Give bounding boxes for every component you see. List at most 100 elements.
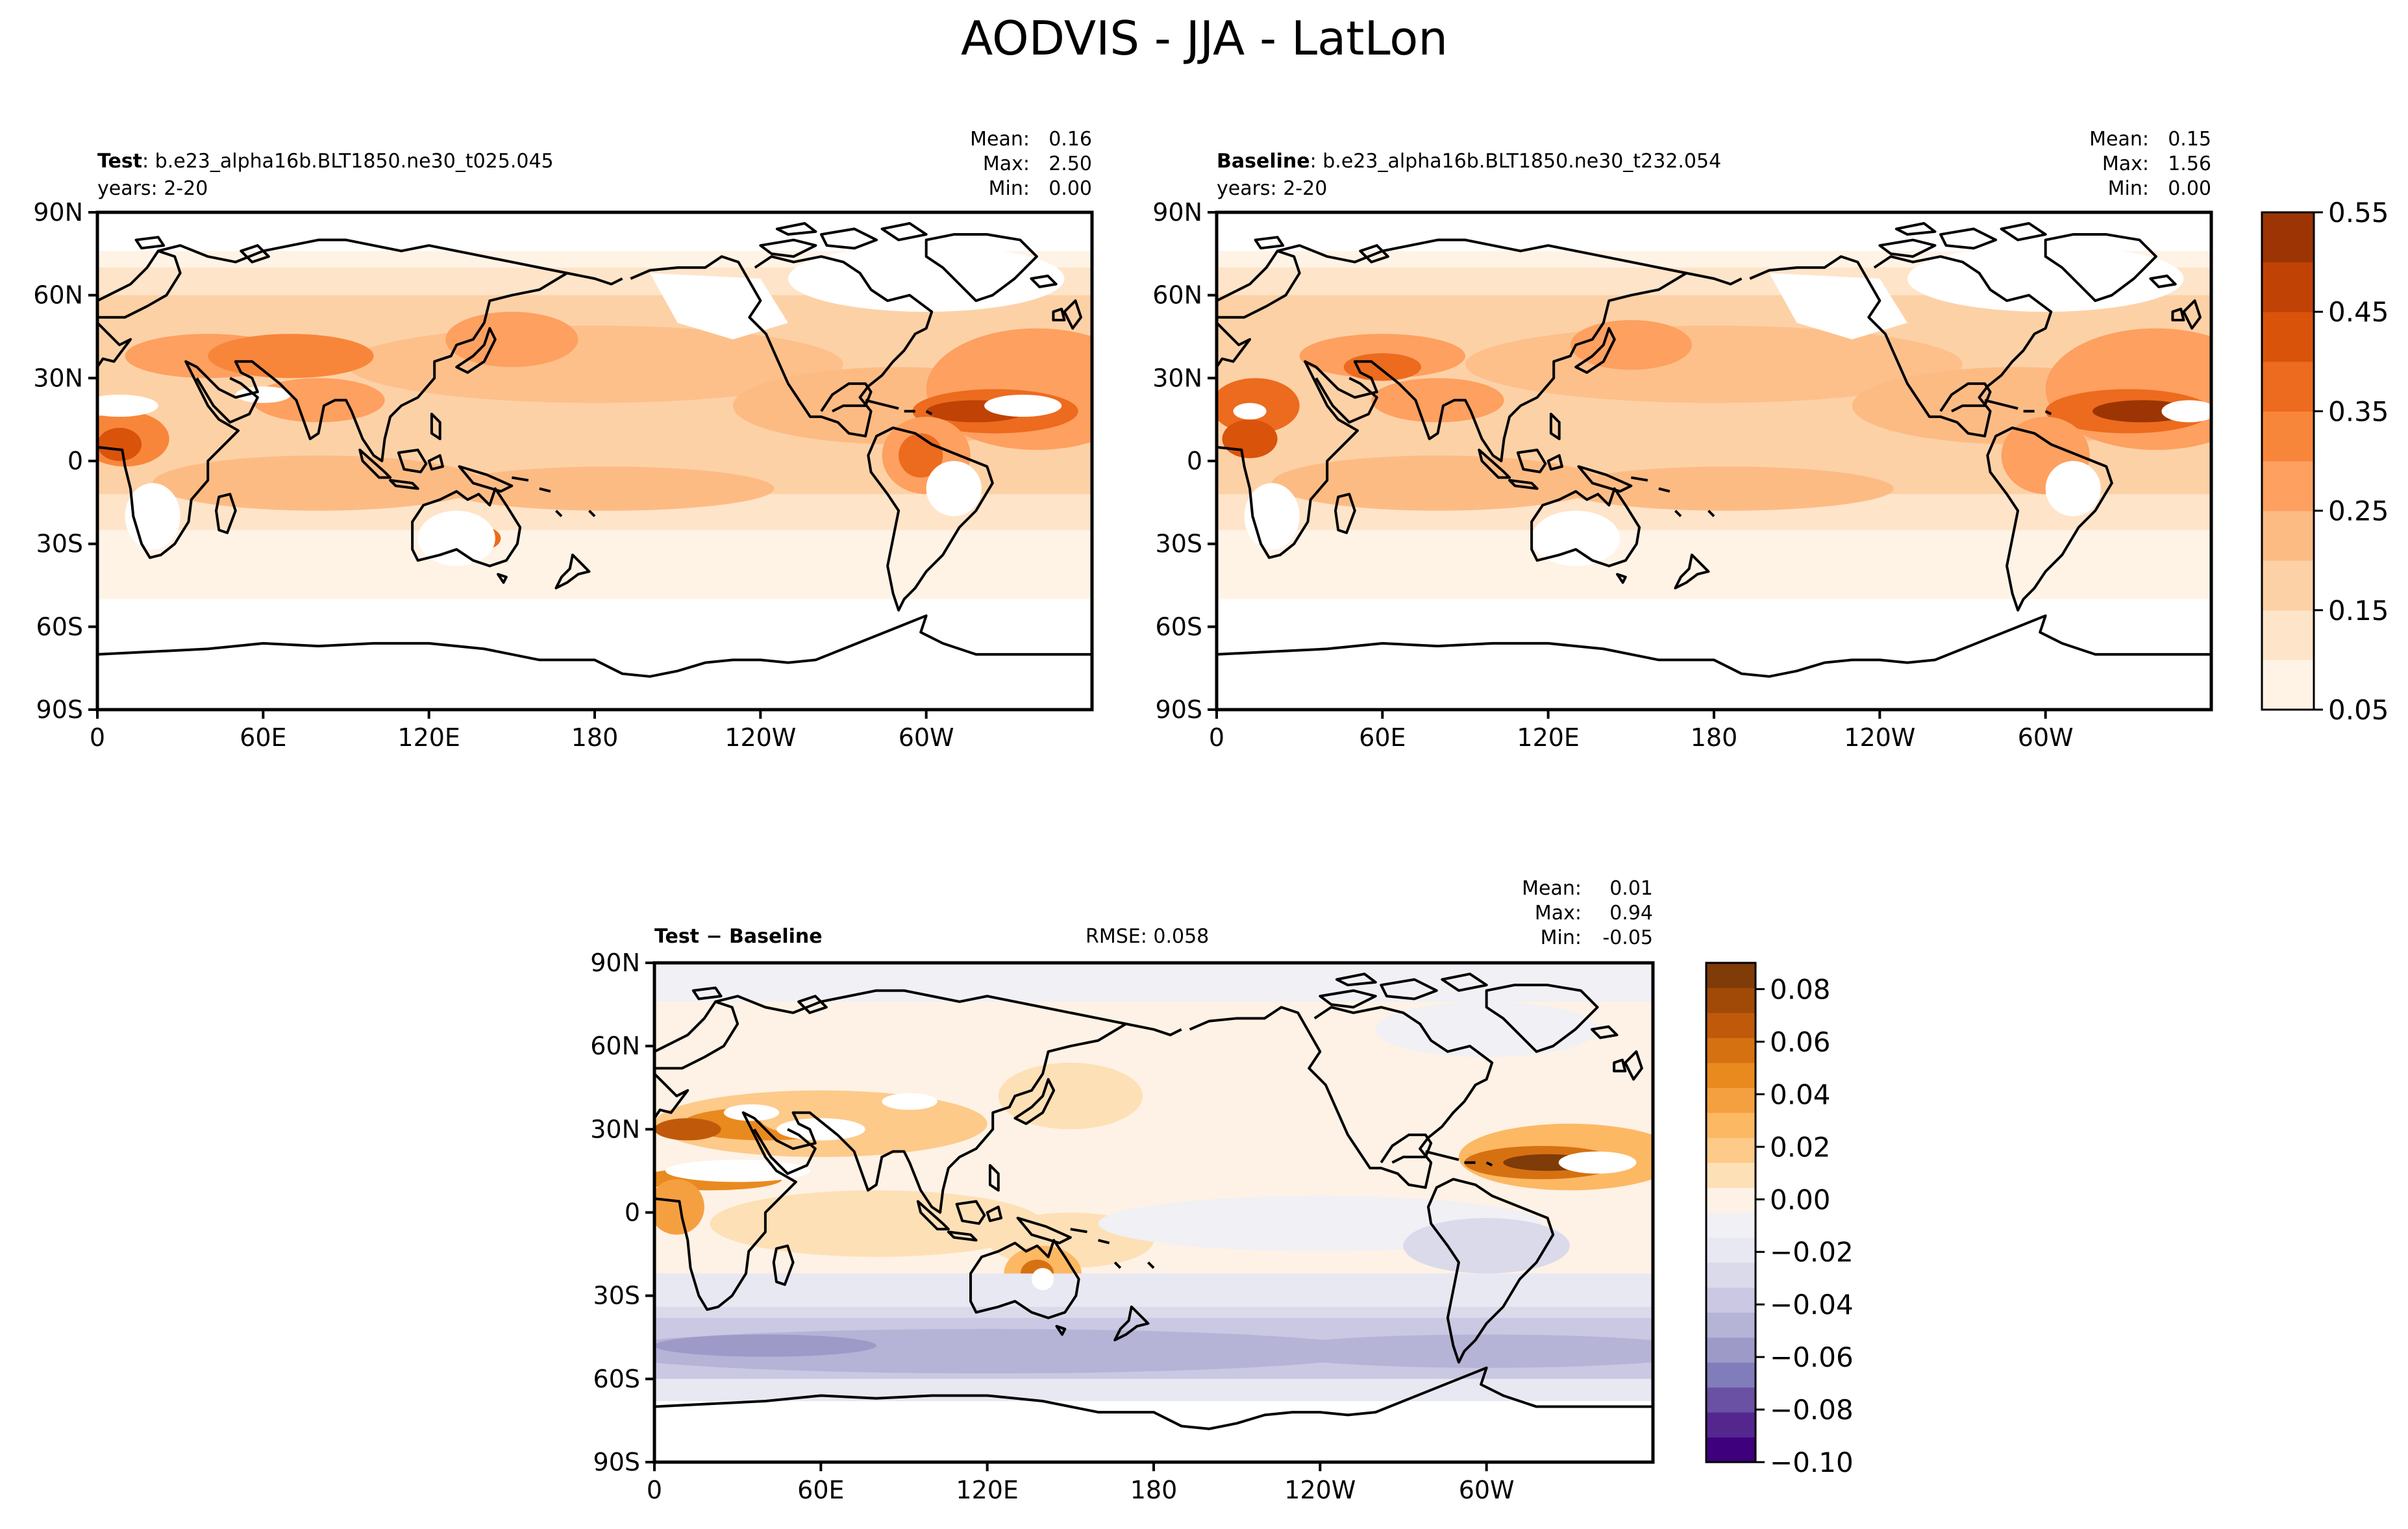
colorbar-diff-swatch [1706, 1187, 1756, 1213]
panel-baseline-label-bold: Baseline [1217, 150, 1310, 173]
colorbar-diff-swatch [1706, 1038, 1756, 1063]
colorbar-main-tick-label: 0.25 [2328, 495, 2389, 527]
x-tick-label: 180 [1691, 723, 1738, 752]
colorbar-diff-swatch [1706, 1412, 1756, 1438]
panel-test-stats: Mean: 0.16 Max: 2.50 Min: 0.00 [970, 128, 1092, 200]
x-tick-label: 60E [797, 1476, 844, 1504]
y-tick-label: 60N [33, 281, 83, 310]
map-diff-xticks: 0 60E 120E 180 120W 60W [647, 1462, 1515, 1504]
stat-mean-value: 0.15 [2168, 128, 2211, 151]
y-tick-label: 90S [1156, 695, 1202, 724]
colorbar-diff-tick-label: −0.10 [1770, 1447, 1854, 1478]
panel-test: Test: b.e23_alpha16b.BLT1850.ne30_t025.0… [33, 128, 1094, 752]
panel-baseline-years: years: 2-20 [1217, 177, 1327, 200]
colorbar-diff-swatch [1706, 1137, 1756, 1163]
stat-mean-label: Mean: [970, 128, 1030, 151]
x-tick-label: 60W [2018, 723, 2074, 752]
y-tick-label: 30N [1152, 364, 1202, 392]
map-test: 90N 60N 30N 0 30S 60S 90S 0 60E 120E 180 120W 60W [33, 198, 1094, 752]
stat-max-label: Max: [983, 153, 1030, 175]
stat-max-label: Max: [1535, 902, 1582, 925]
colorbar-diff-tick-label: 0.04 [1770, 1078, 1831, 1110]
x-tick-label: 120W [725, 723, 796, 752]
x-tick-label: 120E [956, 1476, 1019, 1504]
map-diff: 90N 60N 30N 0 30S 60S 90S 0 60E 120E 180 120W 60W [590, 949, 1655, 1504]
colorbar-diff-swatch [1706, 988, 1756, 1013]
y-tick-label: 60S [593, 1365, 640, 1393]
panel-baseline: Baseline: b.e23_alpha16b.BLT1850.ne30_t2… [1152, 128, 2213, 752]
x-tick-label: 180 [1130, 1476, 1178, 1504]
colorbar-main-swatch [2262, 262, 2314, 312]
x-tick-label: 0 [647, 1476, 662, 1504]
map-baseline: 90N 60N 30N 0 30S 60S 90S 0 60E 120E 180 120W 60W [1152, 198, 2213, 752]
colorbar-diff-tick-label: −0.02 [1770, 1236, 1854, 1268]
panel-baseline-label: Baseline: b.e23_alpha16b.BLT1850.ne30_t2… [1217, 150, 1721, 173]
x-tick-label: 180 [571, 723, 619, 752]
colorbar-main-tick-label: 0.05 [2328, 694, 2389, 726]
panel-test-label: Test: b.e23_alpha16b.BLT1850.ne30_t025.0… [97, 150, 554, 173]
stat-mean-label: Mean: [1522, 877, 1582, 900]
x-tick-label: 120E [1517, 723, 1580, 752]
panel-test-label-case: : b.e23_alpha16b.BLT1850.ne30_t025.045 [142, 150, 554, 173]
colorbar-diff-swatch [1706, 1312, 1756, 1338]
stat-mean-value: 0.16 [1049, 128, 1092, 151]
y-tick-label: 90N [590, 949, 640, 977]
map-baseline-xticks: 0 60E 120E 180 120W 60W [1209, 710, 2074, 752]
stat-min-value: 0.00 [2168, 177, 2211, 200]
y-tick-label: 0 [68, 447, 83, 475]
colorbar-diff-tick-label: 0.08 [1770, 973, 1831, 1005]
y-tick-label: 90S [593, 1448, 640, 1476]
x-tick-label: 60W [1459, 1476, 1515, 1504]
x-tick-label: 60E [240, 723, 286, 752]
stat-mean-value: 0.01 [1609, 877, 1653, 900]
y-tick-label: 30S [1156, 530, 1202, 558]
colorbar-diff-swatch [1706, 1262, 1756, 1288]
field-diff [654, 963, 1653, 1462]
y-tick-label: 90N [1152, 198, 1202, 227]
stat-max-value: 2.50 [1049, 153, 1092, 175]
map-baseline-yticks: 90N 60N 30N 0 30S 60S 90S [1152, 198, 1217, 724]
colorbar-main-swatch [2262, 361, 2314, 412]
y-tick-label: 60N [1152, 281, 1202, 310]
y-tick-label: 30N [590, 1115, 640, 1143]
colorbar-diff: 0.08 0.06 0.04 0.02 0.00 −0.02 −0.04 −0.06 −0.08… [1705, 962, 1854, 1478]
panel-diff: Test − Baseline RMSE: 0.058 Mean: 0.01 M… [590, 877, 1655, 1504]
colorbar-main-swatch [2262, 461, 2314, 512]
colorbar-diff-swatch [1706, 1237, 1756, 1263]
colorbar-main-tick-label: 0.15 [2328, 595, 2389, 627]
panel-test-label-bold: Test [97, 150, 142, 173]
stat-min-value: -0.05 [1602, 926, 1653, 949]
colorbar-main-tick-label: 0.55 [2328, 197, 2389, 229]
x-tick-label: 120W [1844, 723, 1915, 752]
stat-min-label: Min: [989, 177, 1030, 200]
y-tick-label: 30S [36, 530, 83, 558]
x-tick-label: 0 [1209, 723, 1224, 752]
panel-diff-stats: Mean: 0.01 Max: 0.94 Min: -0.05 [1522, 877, 1653, 949]
y-tick-label: 90N [33, 198, 83, 227]
colorbar-diff-swatch [1706, 1437, 1756, 1463]
colorbar-diff-frame [1705, 962, 1757, 1463]
colorbar-main-tick-label: 0.35 [2328, 395, 2389, 427]
colorbar-diff-tick-label: 0.02 [1770, 1131, 1831, 1163]
colorbar-diff-swatch [1706, 1062, 1756, 1088]
y-tick-label: 30S [593, 1282, 640, 1310]
x-tick-label: 60W [899, 723, 954, 752]
panel-baseline-label-case: : b.e23_alpha16b.BLT1850.ne30_t232.054 [1310, 150, 1722, 173]
colorbar-diff-swatch [1706, 1212, 1756, 1238]
y-tick-label: 0 [1187, 447, 1202, 475]
x-tick-label: 0 [90, 723, 105, 752]
field-baseline [1217, 212, 2211, 710]
colorbar-diff-swatch [1706, 1162, 1756, 1188]
colorbar-main-tick-label: 0.45 [2328, 296, 2389, 328]
colorbar-diff-swatch [1706, 1337, 1756, 1363]
stat-min-label: Min: [2108, 177, 2149, 200]
colorbar-diff-swatch [1706, 1088, 1756, 1113]
y-tick-label: 30N [33, 364, 83, 392]
colorbar-diff-swatch [1706, 963, 1756, 988]
colorbar-diff-tick-label: −0.06 [1770, 1341, 1854, 1373]
colorbar-main-swatch [2262, 510, 2314, 561]
colorbar-diff-swatch [1706, 1287, 1756, 1313]
stat-max-value: 1.56 [2168, 153, 2211, 175]
x-tick-label: 60E [1359, 723, 1406, 752]
